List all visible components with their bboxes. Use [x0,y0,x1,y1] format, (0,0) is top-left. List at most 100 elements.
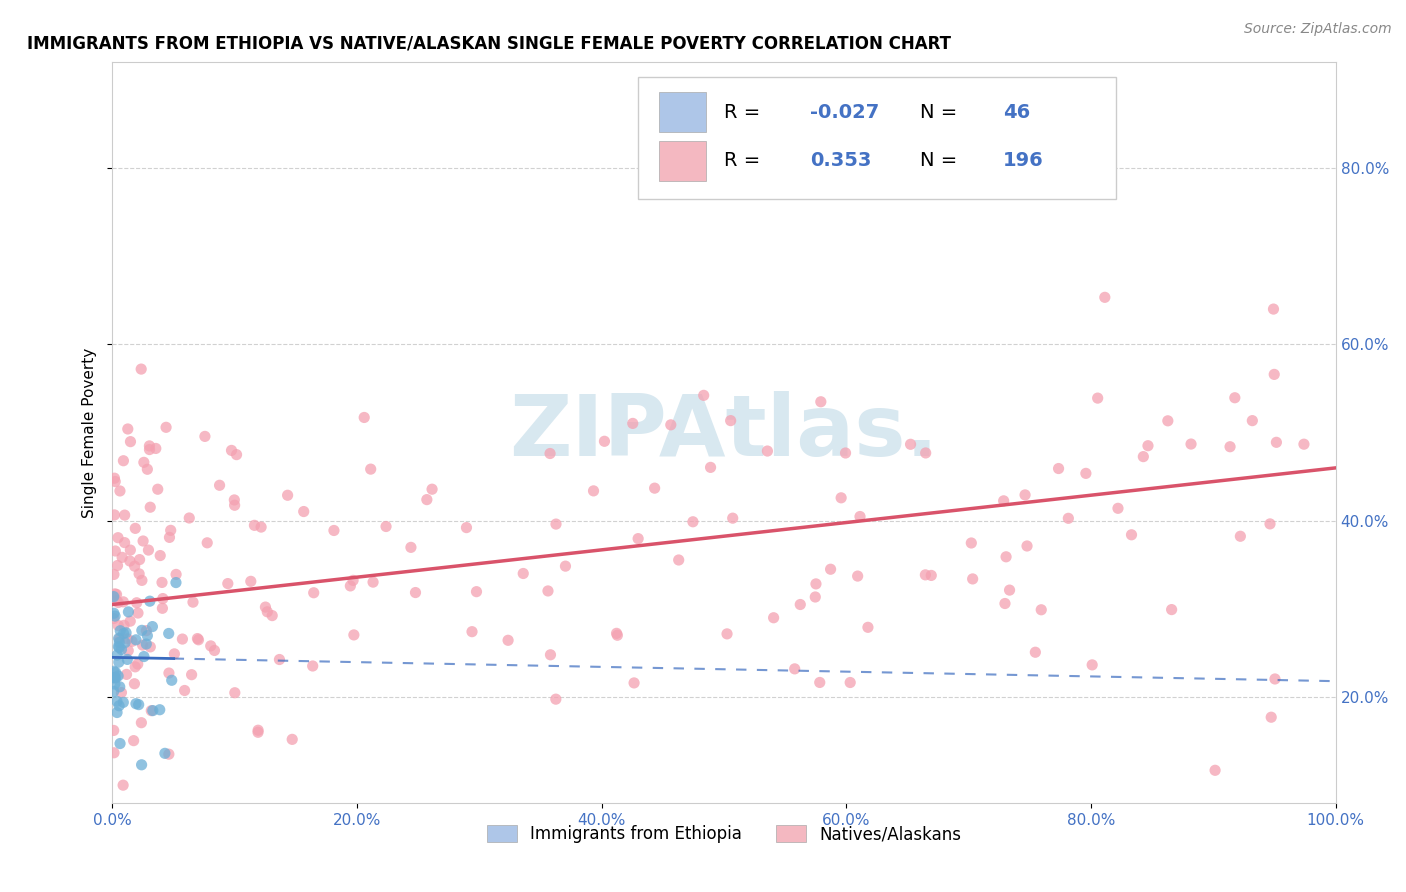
Point [104,475,127,489]
Point [110,624,132,638]
Point [808,675,831,690]
Point [138,543,160,558]
Point [107,558,129,573]
Point [120,614,142,628]
Point [132,649,155,664]
Point [103,746,125,760]
Point [1260,710,1282,724]
Point [149,703,172,717]
Point [104,587,127,601]
Point [104,671,127,685]
Legend: Immigrants from Ethiopia, Natives/Alaskans: Immigrants from Ethiopia, Natives/Alaska… [481,819,967,850]
Point [131,624,153,638]
Point [128,552,150,566]
Point [172,632,194,646]
Point [1204,764,1226,778]
Point [104,544,127,558]
Point [783,662,806,676]
Point [157,626,180,640]
Point [1265,435,1288,450]
Point [117,605,139,619]
Point [830,491,852,505]
Point [846,569,869,583]
Point [114,635,136,649]
Point [135,624,157,638]
Point [115,667,138,681]
Point [157,666,180,681]
Point [1132,450,1154,464]
Point [243,518,266,533]
Point [124,521,146,535]
Point [1094,290,1116,304]
Point [254,600,277,615]
Point [301,659,323,673]
Point [756,444,779,458]
Point [110,685,132,699]
Point [420,482,443,496]
Point [239,574,262,589]
Text: Source: ZipAtlas.com: Source: ZipAtlas.com [1244,22,1392,37]
Point [103,567,125,582]
FancyBboxPatch shape [638,78,1115,200]
Point [103,671,125,685]
Point [153,747,176,761]
Point [108,698,131,713]
Point [1081,657,1104,672]
Point [114,535,136,549]
Point [125,596,148,610]
Point [152,591,174,606]
Point [200,639,222,653]
Point [204,643,226,657]
Point [103,684,125,698]
Point [1107,501,1129,516]
Point [117,643,139,657]
Point [461,624,484,639]
Point [721,511,744,525]
Point [1223,391,1246,405]
Point [107,595,129,609]
Point [107,531,129,545]
Point [839,675,862,690]
Point [138,439,160,453]
Text: 196: 196 [1002,152,1043,170]
Point [114,508,136,522]
Point [1121,528,1143,542]
Point [128,566,150,581]
Point [103,611,125,625]
Point [292,504,315,518]
Point [960,536,983,550]
Point [1263,302,1285,317]
Point [108,655,131,669]
Point [593,434,616,449]
Point [1015,539,1038,553]
Point [1024,645,1046,659]
Point [194,429,217,443]
Point [1087,391,1109,405]
Point [1057,511,1080,525]
Point [105,648,128,662]
Point [496,633,519,648]
Point [225,448,247,462]
Point [789,598,811,612]
Text: -0.027: -0.027 [810,103,879,121]
Text: R =: R = [724,103,766,121]
Point [323,524,346,538]
Point [1264,672,1286,686]
Point [512,566,534,581]
Point [360,462,382,476]
Point [1219,440,1241,454]
Point [104,677,127,691]
Point [849,509,872,524]
Y-axis label: Single Female Poverty: Single Female Poverty [82,348,97,517]
Point [104,609,127,624]
Point [131,574,153,588]
Point [107,632,129,646]
Point [186,632,208,646]
Point [994,597,1017,611]
Point [108,483,131,498]
Point [165,575,187,590]
Point [131,715,153,730]
Point [627,532,650,546]
Point [103,471,125,485]
Point [668,553,690,567]
